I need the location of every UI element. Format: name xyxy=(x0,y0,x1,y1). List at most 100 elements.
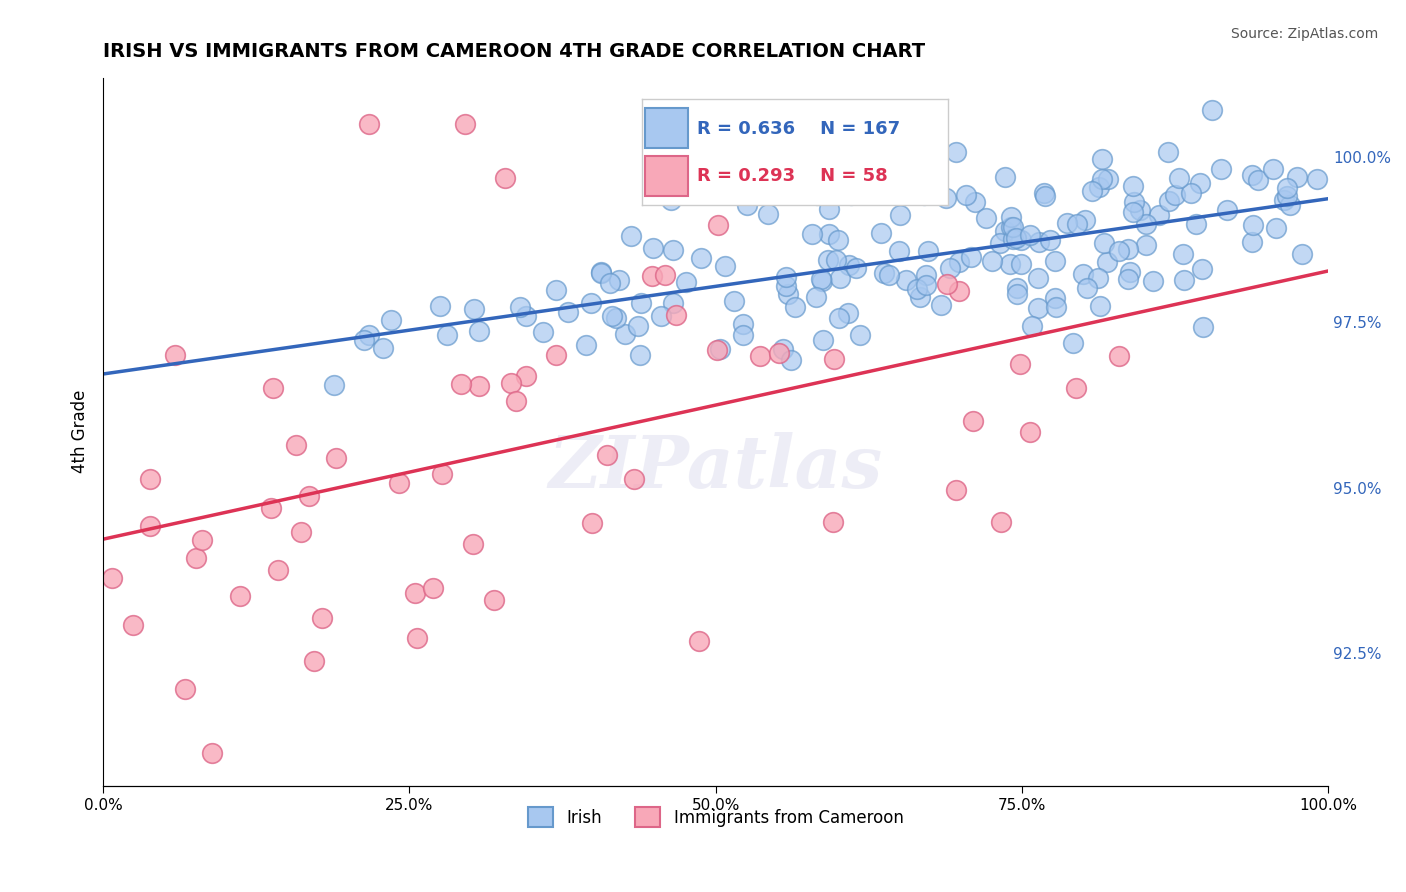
Point xyxy=(873,266,896,280)
Point xyxy=(917,244,939,259)
Point xyxy=(731,317,754,331)
Point xyxy=(662,243,685,257)
Point xyxy=(877,268,900,282)
Legend: Irish, Immigrants from Cameroon: Irish, Immigrants from Cameroon xyxy=(522,800,910,834)
Point xyxy=(818,227,841,242)
Point xyxy=(591,266,613,280)
Point xyxy=(945,483,967,497)
Point xyxy=(515,309,537,323)
Point xyxy=(596,449,619,463)
Point xyxy=(915,277,938,292)
Point xyxy=(839,188,862,202)
Point xyxy=(837,306,859,320)
Point xyxy=(994,224,1017,238)
Point xyxy=(894,273,917,287)
Point xyxy=(1005,231,1028,245)
Point xyxy=(1010,233,1032,247)
Point xyxy=(1091,172,1114,186)
Point xyxy=(531,326,554,340)
Point xyxy=(1039,233,1062,247)
Point xyxy=(939,260,962,275)
Point xyxy=(546,283,568,297)
Point xyxy=(1043,254,1066,268)
Point xyxy=(1272,193,1295,207)
Point xyxy=(935,191,957,205)
Point xyxy=(1171,247,1194,261)
Point xyxy=(905,282,928,296)
Point xyxy=(1062,336,1084,351)
Point xyxy=(650,309,672,323)
Point xyxy=(468,324,491,338)
Point xyxy=(810,271,832,285)
Point xyxy=(690,251,713,265)
Point xyxy=(661,296,683,310)
Point xyxy=(825,253,848,268)
Point xyxy=(1189,176,1212,190)
Point xyxy=(623,472,645,486)
Point xyxy=(613,327,636,342)
Point xyxy=(779,353,801,368)
Point xyxy=(323,378,346,392)
Point xyxy=(1278,198,1301,212)
Point xyxy=(1142,274,1164,288)
Point xyxy=(706,343,728,357)
Point xyxy=(1005,287,1028,301)
Point xyxy=(626,319,648,334)
Point xyxy=(575,337,598,351)
Point xyxy=(298,489,321,503)
Point xyxy=(981,254,1004,268)
Point xyxy=(830,271,852,285)
Point xyxy=(1135,238,1157,252)
Point xyxy=(768,346,790,360)
Point xyxy=(848,327,870,342)
Point xyxy=(630,295,652,310)
Point xyxy=(828,186,851,200)
Point xyxy=(591,264,613,278)
Point xyxy=(357,328,380,343)
Point xyxy=(976,211,998,226)
Point xyxy=(505,394,527,409)
Point xyxy=(821,516,844,530)
Point xyxy=(436,327,458,342)
Point xyxy=(817,202,839,216)
Point xyxy=(579,296,602,310)
Point xyxy=(1147,208,1170,222)
Point xyxy=(628,347,651,361)
Point xyxy=(806,187,828,202)
Point xyxy=(962,413,984,427)
Point xyxy=(994,169,1017,184)
Point xyxy=(772,342,794,356)
Point xyxy=(1306,172,1329,186)
Point xyxy=(1095,255,1118,269)
Point xyxy=(1173,273,1195,287)
Point xyxy=(1184,217,1206,231)
Point xyxy=(311,611,333,625)
Point xyxy=(641,241,664,255)
Point xyxy=(1043,291,1066,305)
Point xyxy=(724,126,747,140)
Point xyxy=(1246,172,1268,186)
Point xyxy=(1074,212,1097,227)
Point xyxy=(620,228,643,243)
Text: IRISH VS IMMIGRANTS FROM CAMEROON 4TH GRADE CORRELATION CHART: IRISH VS IMMIGRANTS FROM CAMEROON 4TH GR… xyxy=(103,42,925,61)
Point xyxy=(139,472,162,486)
Point xyxy=(546,348,568,362)
Point xyxy=(723,293,745,308)
Point xyxy=(1045,301,1067,315)
Point xyxy=(960,250,983,264)
Point xyxy=(262,381,284,395)
Point xyxy=(1122,205,1144,219)
Point xyxy=(1122,179,1144,194)
Point xyxy=(912,188,935,202)
Point xyxy=(1180,186,1202,201)
Point xyxy=(665,309,688,323)
Point xyxy=(948,284,970,298)
Point xyxy=(990,516,1012,530)
Point xyxy=(1018,228,1040,243)
Point xyxy=(404,585,426,599)
Point xyxy=(641,269,664,284)
Point xyxy=(870,226,893,240)
Point xyxy=(1056,216,1078,230)
Point xyxy=(1291,247,1313,261)
Point xyxy=(1241,218,1264,232)
